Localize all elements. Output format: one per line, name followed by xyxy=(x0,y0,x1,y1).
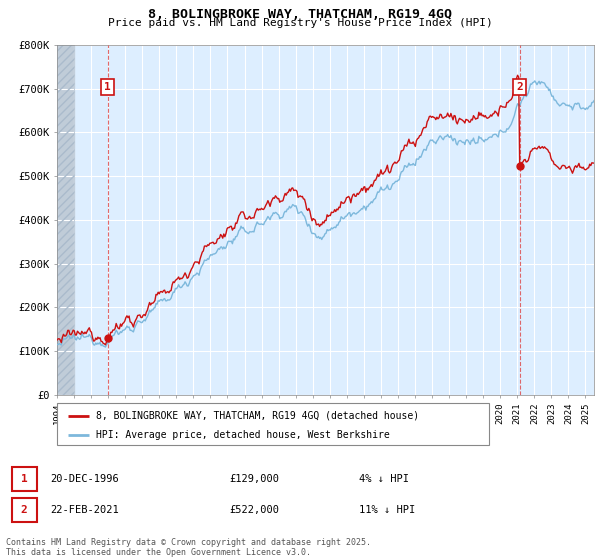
Text: 2: 2 xyxy=(516,82,523,92)
Bar xyxy=(12,466,37,491)
Text: Price paid vs. HM Land Registry's House Price Index (HPI): Price paid vs. HM Land Registry's House … xyxy=(107,18,493,28)
Bar xyxy=(57,45,74,395)
Text: 22-FEB-2021: 22-FEB-2021 xyxy=(50,505,119,515)
Text: 1: 1 xyxy=(21,474,28,484)
Text: £522,000: £522,000 xyxy=(229,505,280,515)
Text: 1: 1 xyxy=(104,82,111,92)
Text: 11% ↓ HPI: 11% ↓ HPI xyxy=(359,505,415,515)
Text: HPI: Average price, detached house, West Berkshire: HPI: Average price, detached house, West… xyxy=(96,430,389,440)
Text: Contains HM Land Registry data © Crown copyright and database right 2025.
This d: Contains HM Land Registry data © Crown c… xyxy=(6,538,371,557)
Text: 20-DEC-1996: 20-DEC-1996 xyxy=(50,474,119,484)
Text: 8, BOLINGBROKE WAY, THATCHAM, RG19 4GQ: 8, BOLINGBROKE WAY, THATCHAM, RG19 4GQ xyxy=(148,8,452,21)
Bar xyxy=(57,45,74,395)
Text: 4% ↓ HPI: 4% ↓ HPI xyxy=(359,474,409,484)
Text: £129,000: £129,000 xyxy=(229,474,280,484)
Bar xyxy=(12,498,37,522)
Text: 2: 2 xyxy=(21,505,28,515)
Text: 8, BOLINGBROKE WAY, THATCHAM, RG19 4GQ (detached house): 8, BOLINGBROKE WAY, THATCHAM, RG19 4GQ (… xyxy=(96,411,419,421)
